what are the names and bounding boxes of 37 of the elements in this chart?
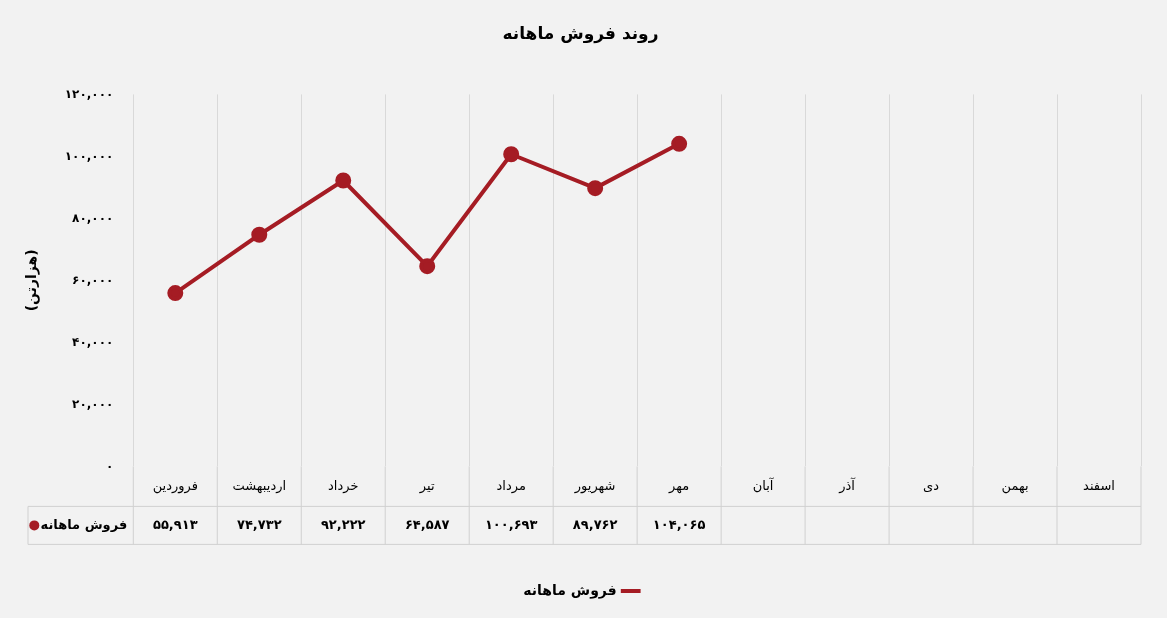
x-tick-label: بهمن [1001, 477, 1029, 494]
x-tick-label: اسفند [1083, 477, 1115, 493]
text: فروش ماهانه [523, 581, 617, 598]
y-tick-label: ۸۰,۰۰۰ [72, 210, 114, 225]
point [251, 226, 268, 243]
y-tick-label: ۲۰,۰۰۰ [72, 396, 114, 411]
x-tick-label: دی [923, 477, 940, 493]
x-tick-label: تیر [418, 477, 435, 494]
data-label: ۱۰۰,۶۹۳ [484, 516, 538, 532]
x-tick-label: اردیبهشت [232, 477, 287, 494]
data-label: ۷۴,۷۳۲ [236, 516, 282, 532]
y-tick-label: ۶۰,۰۰۰ [72, 272, 114, 287]
point [671, 135, 688, 152]
point [587, 180, 604, 197]
x-tick-label: مرداد [496, 477, 526, 494]
y-tick-label: ۴۰,۰۰۰ [72, 334, 114, 349]
y-axis-title: (هزارتن) [23, 249, 41, 312]
x-tick-label: خرداد [328, 477, 359, 494]
y-tick-label: ۱۲۰,۰۰۰ [64, 86, 114, 101]
y-tick-label: ۱۰۰,۰۰۰ [64, 148, 114, 163]
data-label: ۵۵,۹۱۳ [152, 516, 198, 532]
point [167, 285, 184, 302]
data-label: ۶۴,۵۸۷ [404, 516, 450, 532]
x-tick-label: فروردین [152, 477, 198, 494]
point [503, 146, 520, 163]
x-tick-label: شهریور [573, 477, 616, 494]
x-tick-label: آذر [838, 476, 857, 494]
point [335, 172, 352, 189]
data-label: ۱۰۴,۰۶۵ [652, 516, 706, 532]
point [419, 258, 436, 275]
data-label: ۹۲,۲۲۲ [320, 516, 366, 532]
data-label: ۸۹,۷۶۲ [572, 516, 618, 532]
x-tick-label: مهر [668, 477, 690, 494]
legend-label: فروش ماهانه [40, 516, 128, 532]
x-tick-label: آبان [752, 476, 775, 493]
y-tick-label: ۰ [105, 458, 114, 473]
chart-title: روند فروش ماهانه [502, 22, 659, 44]
